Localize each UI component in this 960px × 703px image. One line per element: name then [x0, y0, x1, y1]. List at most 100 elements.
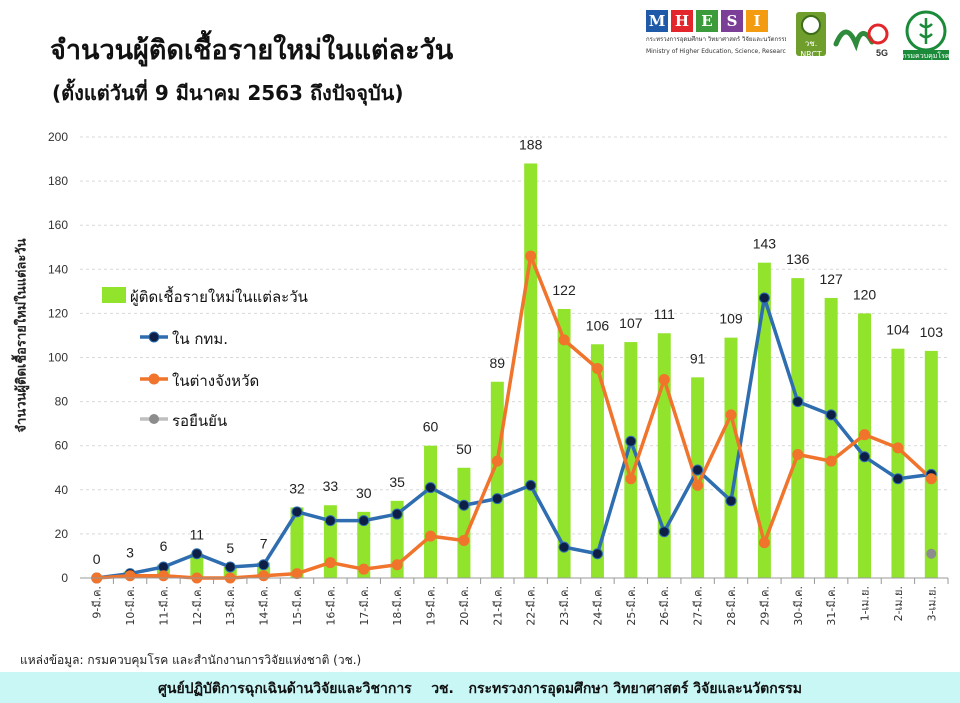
bar-value-label: 35 — [389, 474, 405, 490]
series-marker — [825, 455, 837, 467]
x-tick-label: 26-มี.ค. — [658, 586, 671, 626]
legend-swatch-marker — [148, 331, 160, 343]
bar-value-label: 122 — [552, 282, 576, 298]
legend-label-provinces: ในต่างจังหวัด — [172, 372, 260, 390]
series-marker — [758, 292, 770, 304]
bar — [924, 350, 938, 578]
x-tick-label: 2-เม.ย. — [892, 586, 905, 621]
legend-label-daily: ผู้ติดเชื้อรายใหม่ในแต่ละวัน — [130, 288, 308, 306]
y-tick-label: 40 — [55, 483, 69, 497]
data-source-note: แหล่งข้อมูล: กรมควบคุมโรค และสำนักงานการ… — [20, 653, 362, 667]
series-line — [96, 296, 932, 580]
x-tick-label: 17-มี.ค. — [358, 586, 371, 626]
bar-value-label: 111 — [654, 306, 675, 322]
bar-value-label: 103 — [920, 324, 944, 340]
anniversary-icon: 5G — [833, 23, 889, 58]
mhesi-letter: S — [721, 10, 743, 32]
x-tick-label: 22-มี.ค. — [525, 586, 538, 626]
bar — [190, 553, 204, 578]
chart-title: จำนวนผู้ติดเชื้อรายใหม่ในแต่ละวัน — [50, 35, 454, 66]
series-marker — [591, 363, 603, 375]
y-tick-label: 160 — [48, 218, 68, 232]
bar-value-label: 30 — [356, 485, 372, 501]
series-marker — [491, 493, 503, 505]
bar-value-label: 7 — [260, 536, 268, 552]
x-tick-label: 27-มี.ค. — [692, 586, 705, 626]
series-marker — [859, 429, 871, 441]
footer-text: ศูนย์ปฏิบัติการฉุกเฉินด้านวิจัยและวิชากา… — [158, 681, 802, 697]
series-marker — [391, 559, 403, 571]
bar — [824, 297, 838, 578]
bar — [858, 313, 872, 578]
bar-value-label: 104 — [886, 322, 910, 338]
bar-value-label: 6 — [160, 538, 168, 554]
x-tick-label: 9-มี.ค. — [91, 586, 104, 619]
series-marker — [892, 442, 904, 454]
series-marker — [525, 250, 537, 262]
series-marker — [625, 435, 637, 447]
bar — [223, 566, 237, 578]
series-marker — [358, 515, 370, 527]
x-tick-label: 30-มี.ค. — [792, 586, 805, 626]
series-marker — [425, 530, 437, 542]
mhesi-letter: H — [671, 10, 693, 32]
x-tick-label: 11-มี.ค. — [157, 586, 170, 626]
bar-value-label: 11 — [190, 527, 205, 543]
series-marker — [792, 396, 804, 408]
nrct-logo: วช. NRCT — [796, 12, 826, 59]
mhesi-letter: I — [746, 10, 768, 32]
y-tick-label: 200 — [48, 130, 68, 144]
legend-swatches — [102, 287, 168, 424]
x-tick-label: 14-มี.ค. — [258, 586, 271, 626]
series-marker — [558, 334, 570, 346]
bar — [891, 348, 905, 578]
bar-value-label: 0 — [93, 551, 101, 567]
x-tick-label: 28-มี.ค. — [725, 586, 738, 626]
series-marker — [157, 570, 169, 582]
x-tick-label: 1-เม.ย. — [859, 586, 872, 621]
footer-bar: ศูนย์ปฏิบัติการฉุกเฉินด้านวิจัยและวิชากา… — [0, 672, 960, 703]
y-tick-label: 100 — [48, 351, 68, 365]
nrct-seal-icon — [801, 15, 821, 35]
series-marker — [291, 568, 303, 580]
mhesi-letter: E — [696, 10, 718, 32]
series-marker — [458, 499, 470, 511]
y-tick-label: 0 — [61, 571, 68, 585]
legend-swatch-marker — [148, 373, 160, 385]
y-tick-label: 20 — [55, 527, 69, 541]
bar-value-label: 109 — [719, 311, 743, 327]
dmsc-emblem-icon: กรมควบคุมโรค — [902, 10, 950, 60]
bar — [757, 262, 771, 578]
series-marker — [258, 559, 270, 571]
bar — [424, 445, 438, 578]
series-marker — [491, 455, 503, 467]
x-tick-label: 16-มี.ค. — [324, 586, 337, 626]
y-tick-label: 140 — [48, 262, 68, 276]
bar — [557, 308, 571, 578]
pending-marker — [926, 548, 937, 559]
anniversary-5g-logo: 5G — [832, 14, 892, 58]
x-tick-label: 3-เม.ย. — [925, 586, 938, 621]
dmsc-logo: กรมควบคุมโรค — [901, 10, 951, 60]
legend-label-pending: รอยืนยัน — [172, 412, 228, 430]
series-marker — [725, 409, 737, 421]
series-marker — [425, 482, 437, 494]
series-marker — [758, 537, 770, 549]
bar-value-label: 60 — [423, 419, 439, 435]
bar — [490, 381, 504, 578]
bar — [657, 333, 671, 578]
series-marker — [224, 561, 236, 573]
bar-value-label: 3 — [126, 544, 134, 560]
series-marker — [925, 473, 937, 485]
series-marker — [258, 570, 270, 582]
series-marker — [191, 548, 203, 560]
mhesi-caption: กระทรวงการอุดมศึกษา วิทยาศาสตร์ วิจัยและ… — [646, 36, 786, 43]
badge-5g-text: 5G — [876, 48, 888, 58]
mhesi-letter: M — [646, 10, 668, 32]
nrct-label: วช. NRCT — [800, 39, 822, 59]
y-axis-ticks: 0 20 40 60 80 100 120 140 160 180 200 — [48, 130, 68, 585]
series-markers — [91, 250, 937, 584]
bar — [524, 163, 538, 578]
